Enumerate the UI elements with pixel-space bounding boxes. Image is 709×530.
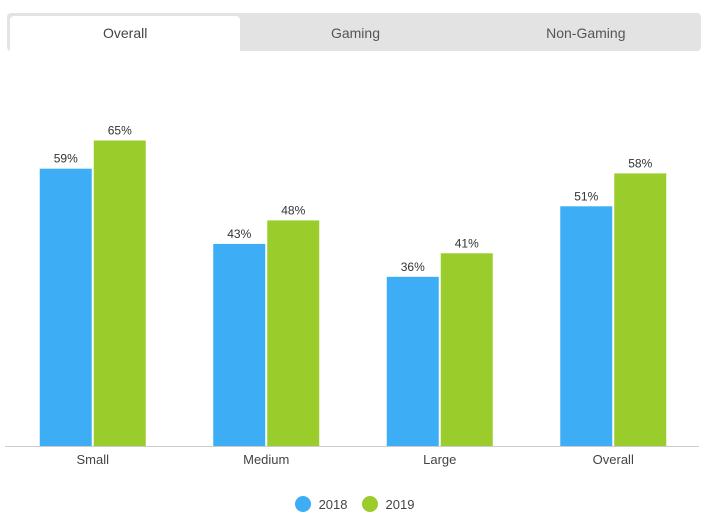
bar-2019-large[interactable] bbox=[440, 253, 493, 446]
bar-label-2018-medium: 43% bbox=[227, 227, 251, 241]
tab-gaming[interactable]: Gaming bbox=[330, 25, 380, 41]
legend-dot-2019 bbox=[361, 496, 378, 512]
legend-item-2019[interactable]: 2019 bbox=[361, 496, 415, 512]
legend: 2018 2019 bbox=[0, 496, 709, 512]
x-tick-small: Small bbox=[76, 452, 109, 467]
legend-label-2018: 2018 bbox=[318, 496, 348, 512]
bar-label-2018-small: 59% bbox=[54, 152, 78, 166]
bar-2018-small[interactable] bbox=[39, 168, 92, 446]
x-tick-medium: Medium bbox=[243, 452, 289, 467]
legend-item-2018[interactable]: 2018 bbox=[294, 496, 348, 512]
bar-label-2018-large: 36% bbox=[401, 260, 425, 274]
bar-2018-large[interactable] bbox=[386, 276, 439, 446]
bar-2019-small[interactable] bbox=[93, 140, 146, 447]
x-tick-overall: Overall bbox=[593, 452, 634, 467]
bar-2018-overall[interactable] bbox=[560, 206, 613, 446]
bar-label-2018-overall: 51% bbox=[574, 189, 598, 203]
tab-bar: Overall Gaming Non-Gaming bbox=[7, 13, 701, 51]
bars-group bbox=[39, 140, 667, 447]
bar-label-2019-medium: 48% bbox=[281, 203, 305, 217]
bar-label-2019-small: 65% bbox=[108, 124, 132, 138]
bar-labels-group: 59% 65% 43% 48% 36% 41% 51% 58% bbox=[54, 124, 653, 274]
x-tick-labels-group: Small Medium Large Overall bbox=[76, 452, 633, 467]
legend-label-2019: 2019 bbox=[385, 496, 415, 512]
tab-non-gaming[interactable]: Non-Gaming bbox=[546, 25, 626, 41]
x-tick-large: Large bbox=[423, 452, 456, 467]
bar-2018-medium[interactable] bbox=[213, 243, 266, 446]
bar-label-2019-overall: 58% bbox=[628, 156, 652, 170]
bar-2019-overall[interactable] bbox=[614, 173, 667, 446]
bar-label-2019-large: 41% bbox=[455, 236, 479, 250]
tab-overall[interactable]: Overall bbox=[10, 16, 241, 51]
legend-dot-2018 bbox=[294, 496, 311, 512]
bar-2019-medium[interactable] bbox=[267, 220, 320, 446]
